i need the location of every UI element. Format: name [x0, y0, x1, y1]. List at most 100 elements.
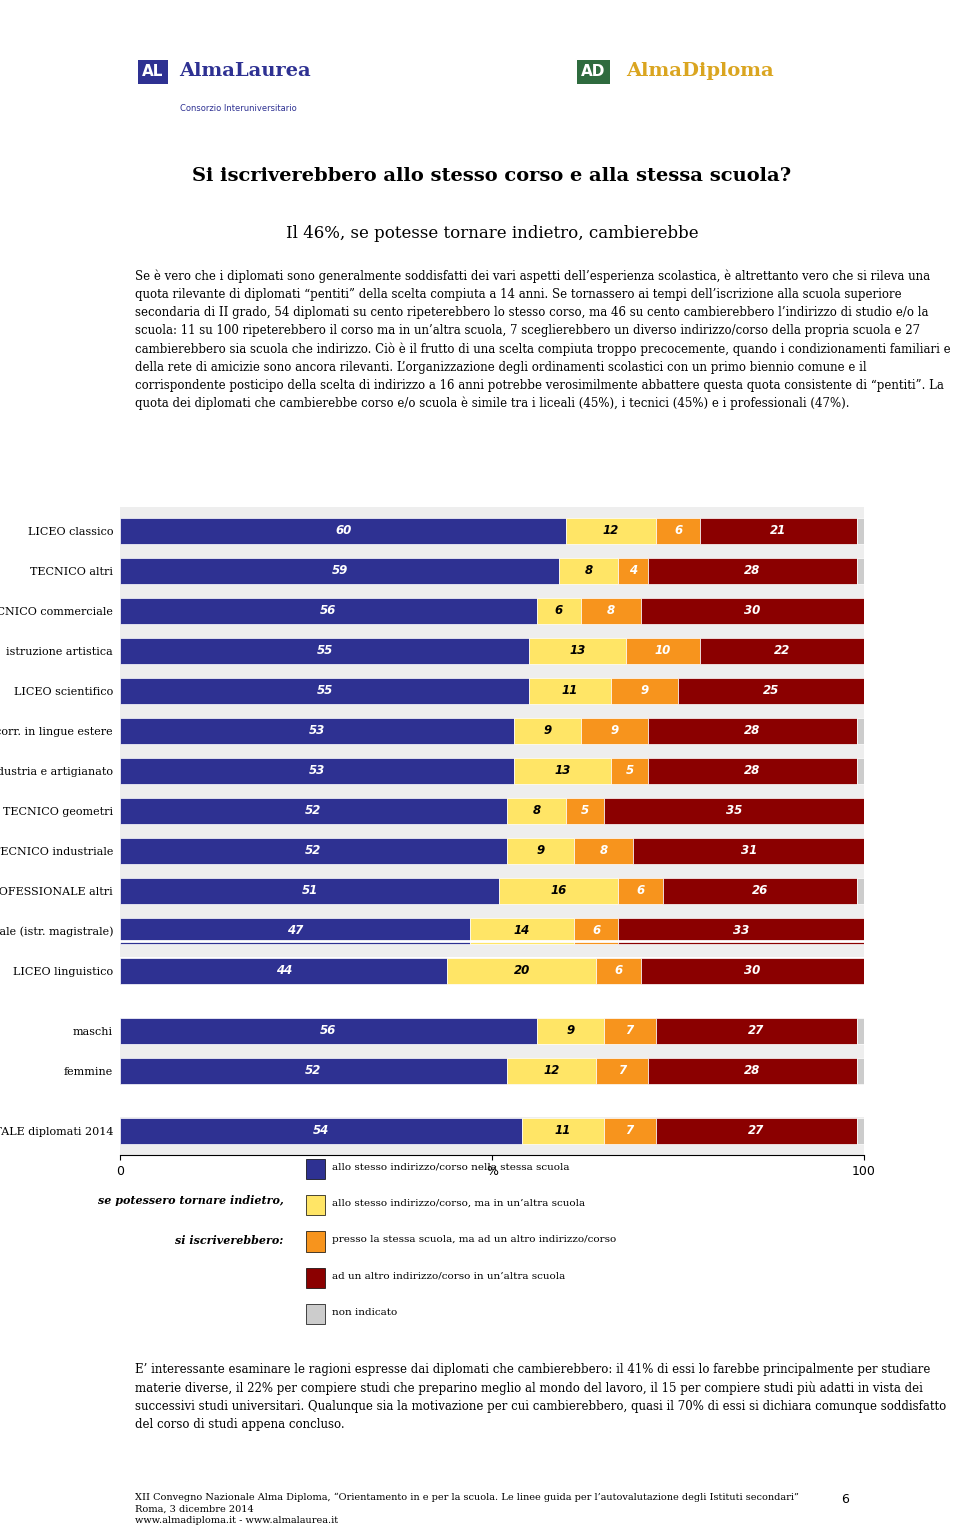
Bar	[581, 719, 648, 745]
Bar	[611, 758, 648, 784]
Bar	[634, 838, 864, 864]
Text: 9: 9	[543, 725, 552, 737]
Bar	[581, 597, 641, 624]
Bar	[306, 1232, 324, 1252]
Text: allo stesso indirizzo/corso, ma in un’altra scuola: allo stesso indirizzo/corso, ma in un’al…	[332, 1198, 586, 1207]
Bar	[306, 1158, 324, 1180]
Bar	[120, 918, 469, 944]
Bar	[856, 758, 864, 784]
Bar	[120, 798, 507, 824]
Bar	[701, 637, 864, 663]
Bar	[574, 918, 618, 944]
Bar	[656, 1118, 856, 1144]
Bar	[120, 719, 515, 745]
Text: 6: 6	[841, 1492, 849, 1506]
Bar	[604, 1017, 656, 1043]
Bar	[120, 1085, 864, 1117]
Bar	[515, 758, 611, 784]
Text: 59: 59	[331, 564, 348, 578]
Text: 27: 27	[748, 1025, 764, 1037]
Text: 7: 7	[618, 1065, 626, 1077]
Text: 5: 5	[626, 764, 634, 777]
Text: Consorzio Interuniversitario: Consorzio Interuniversitario	[180, 104, 297, 113]
Text: 7: 7	[626, 1025, 634, 1037]
Text: 55: 55	[317, 645, 333, 657]
Bar	[120, 637, 529, 663]
Text: allo stesso indirizzo/corso nella stessa scuola: allo stesso indirizzo/corso nella stessa…	[332, 1163, 569, 1172]
Bar	[678, 677, 864, 703]
Text: 8: 8	[585, 564, 592, 578]
Text: AL: AL	[142, 64, 164, 80]
Text: 13: 13	[555, 764, 571, 777]
Text: si iscriverebbero:: si iscriverebbero:	[176, 1235, 284, 1247]
Bar	[120, 958, 864, 1045]
Text: 52: 52	[305, 804, 322, 817]
Bar	[507, 1057, 596, 1083]
Bar	[856, 1017, 864, 1043]
Text: 28: 28	[744, 564, 760, 578]
Bar	[537, 597, 582, 624]
Text: 16: 16	[551, 884, 567, 898]
Text: 6: 6	[614, 964, 622, 977]
Text: 9: 9	[640, 685, 649, 697]
Text: AD: AD	[581, 64, 606, 80]
Text: Se è vero che i diplomati sono generalmente soddisfatti dei vari aspetti dell’es: Se è vero che i diplomati sono generalme…	[134, 270, 950, 411]
Bar	[604, 798, 864, 824]
Bar	[596, 958, 641, 984]
Bar	[120, 758, 515, 784]
Bar	[618, 918, 864, 944]
Bar	[856, 1118, 864, 1144]
Bar	[529, 637, 626, 663]
Text: 52: 52	[305, 844, 322, 858]
Bar	[641, 958, 864, 984]
Bar	[306, 1304, 324, 1324]
Text: AlmaDiploma: AlmaDiploma	[626, 63, 774, 80]
Bar	[648, 558, 856, 584]
Text: 28: 28	[744, 1065, 760, 1077]
Text: 10: 10	[655, 645, 671, 657]
Text: Il 46%, se potesse tornare indietro, cambierebbe: Il 46%, se potesse tornare indietro, cam…	[286, 225, 698, 242]
Text: 51: 51	[301, 884, 318, 898]
Text: 6: 6	[674, 524, 682, 538]
Bar	[648, 719, 856, 745]
Bar	[507, 798, 566, 824]
Bar	[515, 719, 581, 745]
Bar	[626, 637, 701, 663]
Text: 14: 14	[514, 924, 530, 938]
Bar	[856, 719, 864, 745]
Text: 7: 7	[626, 1124, 634, 1137]
Bar	[120, 677, 529, 703]
Text: presso la stessa scuola, ma ad un altro indirizzo/corso: presso la stessa scuola, ma ad un altro …	[332, 1235, 616, 1244]
Bar	[701, 518, 856, 544]
Text: 31: 31	[740, 844, 756, 858]
Text: 6: 6	[636, 884, 645, 898]
Text: XII Convegno Nazionale Alma Diploma, “Orientamento in e per la scuola. Le linee : XII Convegno Nazionale Alma Diploma, “Or…	[134, 1492, 799, 1526]
Bar	[566, 798, 604, 824]
Text: 8: 8	[533, 804, 540, 817]
Text: 30: 30	[744, 964, 760, 977]
Bar	[306, 1195, 324, 1215]
Text: 11: 11	[562, 685, 578, 697]
Text: 47: 47	[287, 924, 303, 938]
Bar	[529, 677, 612, 703]
Text: 6: 6	[592, 924, 600, 938]
Text: 9: 9	[566, 1025, 574, 1037]
Text: 22: 22	[774, 645, 790, 657]
Text: 52: 52	[305, 1065, 322, 1077]
Bar	[120, 1057, 507, 1083]
Text: se potessero tornare indietro,: se potessero tornare indietro,	[98, 1195, 284, 1206]
Text: 53: 53	[309, 764, 325, 777]
Text: 8: 8	[600, 844, 608, 858]
Bar	[120, 958, 447, 984]
Bar	[648, 1057, 856, 1083]
Text: 13: 13	[569, 645, 586, 657]
Text: 53: 53	[309, 725, 325, 737]
Bar	[611, 677, 678, 703]
Text: 30: 30	[744, 604, 760, 617]
Bar	[618, 558, 648, 584]
Text: 27: 27	[748, 1124, 764, 1137]
Bar	[618, 878, 663, 904]
Text: Si iscriverebbero allo stesso corso e alla stessa scuola?: Si iscriverebbero allo stesso corso e al…	[192, 167, 792, 184]
Bar	[120, 1017, 537, 1043]
Bar	[306, 1267, 324, 1288]
